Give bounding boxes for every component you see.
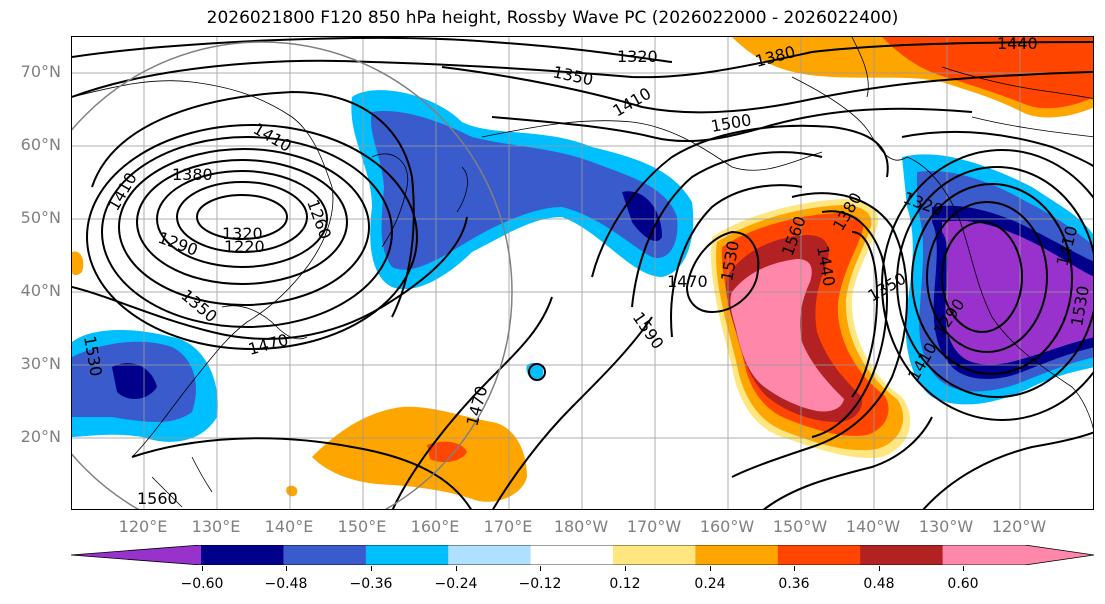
- lon-label: 170°W: [626, 517, 682, 536]
- colorbar-tick-label: 0.48: [863, 576, 895, 592]
- colorbar-tick: [794, 566, 795, 571]
- colorbar-segments: [71, 545, 1094, 565]
- lon-label: 140°W: [845, 517, 901, 536]
- lon-label: 160°E: [410, 517, 460, 536]
- lat-label: 60°N: [20, 135, 61, 154]
- contour-label: 1220: [224, 237, 265, 256]
- contour-label: 1320: [222, 224, 263, 243]
- height-contours: [72, 37, 1093, 509]
- colorbar-segment: [777, 545, 861, 565]
- contour-label: 1470: [667, 272, 708, 291]
- colorbar-tick-label: −0.36: [349, 576, 393, 592]
- colorbar-segment: [613, 545, 696, 565]
- colorbar-segment: [695, 545, 779, 565]
- colorbar-tick: [202, 566, 203, 571]
- contour-label: 1560: [137, 489, 178, 508]
- colorbar-tick-label: 0.36: [778, 576, 810, 592]
- colorbar-tick: [286, 566, 287, 571]
- plot-title: 2026021800 F120 850 hPa height, Rossby W…: [206, 8, 899, 28]
- map-panel: 1320 1350 1380 1410 1440 1410 1500 1410 …: [71, 36, 1094, 510]
- colorbar-tick-label: 0.60: [947, 576, 979, 592]
- lon-label: 160°W: [699, 517, 755, 536]
- lon-label: 150°E: [337, 517, 387, 536]
- colorbar-tick: [625, 566, 626, 571]
- colorbar-tick-label: −0.48: [264, 576, 308, 592]
- lat-label: 50°N: [20, 208, 61, 227]
- lon-label: 180°W: [553, 517, 609, 536]
- colorbar-tick-label: −0.12: [518, 576, 562, 592]
- colorbar-tick-label: 0.12: [609, 576, 641, 592]
- lon-label: 140°E: [264, 517, 314, 536]
- lon-label: 150°W: [772, 517, 828, 536]
- colorbar-segment: [448, 545, 532, 565]
- negative-anomaly-shading: [72, 90, 1093, 442]
- colorbar-tick: [456, 566, 457, 571]
- lon-label: 120°E: [118, 517, 168, 536]
- colorbar-segment: [283, 545, 367, 565]
- lat-label: 70°N: [20, 62, 61, 81]
- lat-label: 40°N: [20, 281, 61, 300]
- graticule: [72, 37, 1093, 509]
- contour-label: 1410: [104, 169, 141, 214]
- projection-circle: [72, 41, 513, 509]
- contour-label: 1380: [172, 165, 213, 184]
- colorbar-tick: [710, 566, 711, 571]
- colorbar-tick: [371, 566, 372, 571]
- colorbar-tick: [879, 566, 880, 571]
- colorbar-segment: [71, 545, 201, 565]
- map-canvas: 1320 1350 1380 1410 1440 1410 1500 1410 …: [72, 37, 1093, 509]
- colorbar: [71, 545, 1094, 565]
- colorbar-tick-label: 0.24: [694, 576, 726, 592]
- lon-label: 130°W: [918, 517, 974, 536]
- lon-label: 120°W: [991, 517, 1047, 536]
- colorbar-segment: [365, 545, 449, 565]
- colorbar-segment: [860, 545, 944, 565]
- colorbar-tick: [963, 566, 964, 571]
- contour-label: 1470: [246, 330, 290, 359]
- colorbar-tick-label: −0.24: [434, 576, 478, 592]
- colorbar-segment: [942, 545, 1026, 565]
- contour-label: 1590: [629, 308, 668, 352]
- contour-label: 1290: [156, 228, 201, 260]
- positive-anomaly-shading: [72, 37, 1093, 502]
- colorbar-tick: [540, 566, 541, 571]
- colorbar-segment: [530, 545, 614, 565]
- lat-label: 20°N: [20, 427, 61, 446]
- contour-label: 1410: [610, 84, 655, 121]
- contour-label: 1440: [997, 37, 1038, 53]
- contour-label: 1320: [617, 47, 658, 66]
- lon-label: 170°E: [483, 517, 533, 536]
- colorbar-segment: [1025, 545, 1094, 565]
- colorbar-tick-label: −0.60: [180, 576, 224, 592]
- colorbar-segment: [201, 545, 284, 565]
- lat-label: 30°N: [20, 354, 61, 373]
- lon-label: 130°E: [191, 517, 241, 536]
